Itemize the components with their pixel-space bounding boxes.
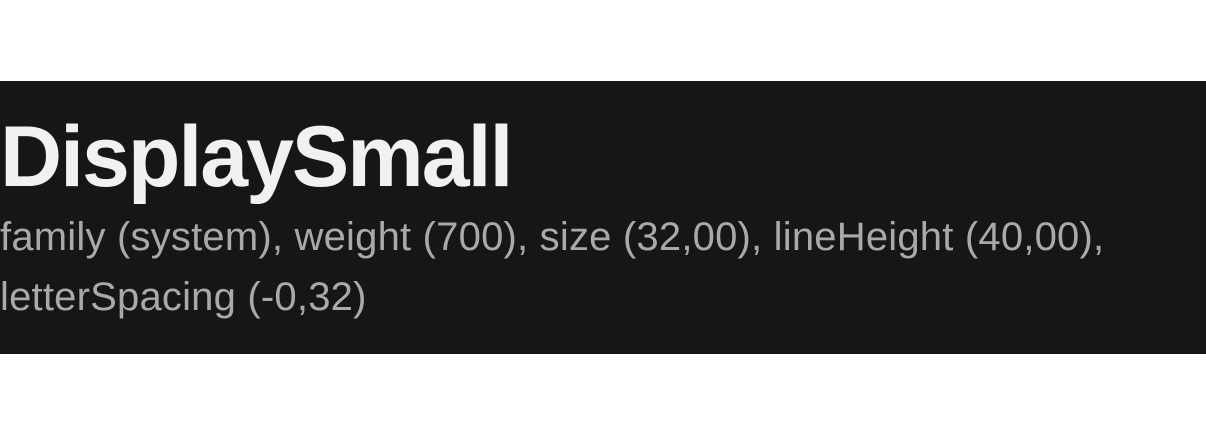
token-spec: family (system), weight (700), size (32,… [0, 215, 1105, 319]
typography-token-card: DisplaySmall family (system), weight (70… [0, 81, 1206, 354]
token-name: DisplaySmall [0, 109, 513, 205]
